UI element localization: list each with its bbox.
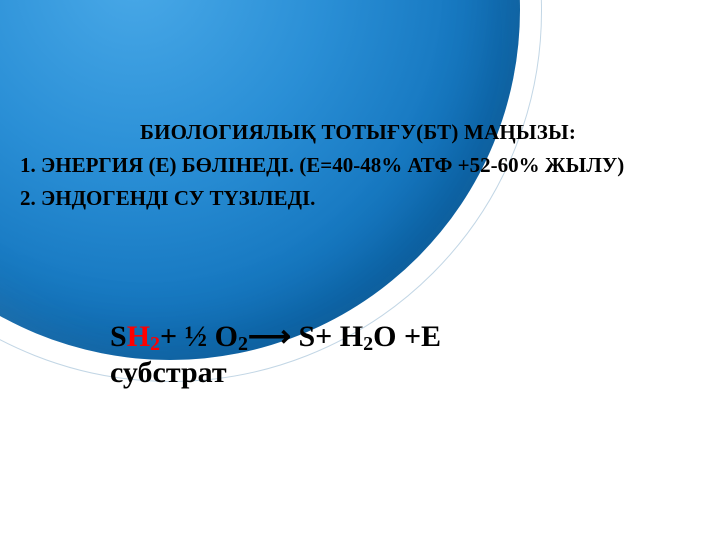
eq-tail2: O +E bbox=[373, 320, 441, 353]
eq-tail: S+ H bbox=[291, 320, 363, 353]
content-block: БИОЛОГИЯЛЫҚ ТОТЫҒУ(БТ) МАҢЫЗЫ: 1. ЭНЕРГИ… bbox=[20, 120, 720, 219]
bullet-2: 2. ЭНДОГЕНДІ СУ ТҮЗІЛЕДІ. bbox=[20, 186, 720, 211]
slide: БИОЛОГИЯЛЫҚ ТОТЫҒУ(БТ) МАҢЫЗЫ: 1. ЭНЕРГИ… bbox=[0, 0, 720, 540]
slide-title: БИОЛОГИЯЛЫҚ ТОТЫҒУ(БТ) МАҢЫЗЫ: bbox=[140, 120, 720, 145]
eq-plus-half-O: + ½ O bbox=[160, 320, 238, 353]
eq-arrow: ⟶ bbox=[248, 320, 291, 355]
eq-H: H bbox=[127, 320, 150, 353]
bullet-1: 1. ЭНЕРГИЯ (Е) БӨЛІНЕДІ. (Е=40-48% АТФ +… bbox=[20, 153, 720, 178]
eq-S: S bbox=[110, 320, 127, 353]
equation-block: SH2+ ½ O2⟶ S+ H2O +E субстрат bbox=[110, 320, 441, 391]
eq-H-red: H2 bbox=[127, 320, 160, 353]
eq-O-sub: 2 bbox=[238, 333, 248, 355]
eq-H-sub: 2 bbox=[150, 333, 160, 355]
eq-H2O-sub: 2 bbox=[363, 333, 373, 355]
eq-rest1: + ½ O2⟶ S+ H2O +E bbox=[160, 320, 441, 353]
equation-line: SH2+ ½ O2⟶ S+ H2O +E bbox=[110, 320, 441, 356]
substrate-label: субстрат bbox=[110, 356, 441, 391]
